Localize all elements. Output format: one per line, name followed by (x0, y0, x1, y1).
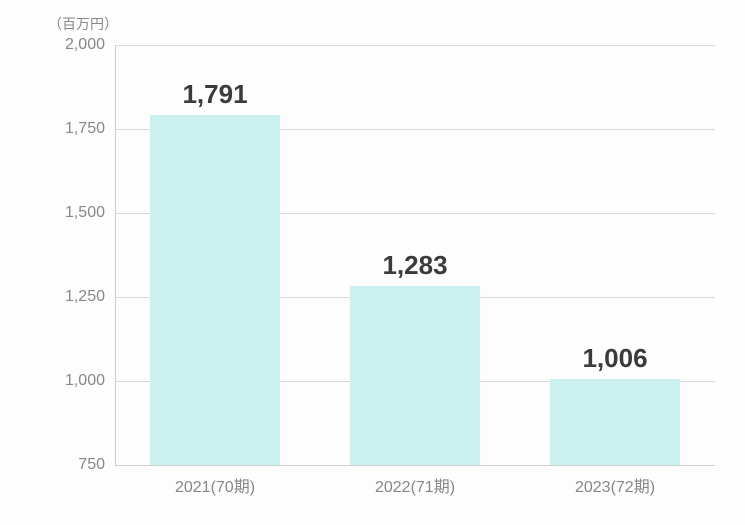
y-tick-label: 1,000 (65, 372, 105, 390)
bar-value-label: 1,791 (182, 79, 247, 110)
y-tick-label: 750 (78, 456, 105, 474)
y-tick-label: 1,250 (65, 288, 105, 306)
x-axis-line (115, 465, 715, 466)
y-tick-label: 1,750 (65, 120, 105, 138)
y-axis-line (115, 45, 116, 465)
x-tick-label: 2023(72期) (575, 473, 655, 497)
y-tick-label: 2,000 (65, 36, 105, 54)
bar (150, 115, 280, 465)
x-tick-label: 2022(71期) (375, 473, 455, 497)
unit-label: （百万円） (48, 14, 118, 34)
bar (350, 286, 480, 465)
bar-value-label: 1,283 (382, 250, 447, 281)
gridline (115, 45, 715, 46)
bar (550, 379, 680, 465)
bar-chart: （百万円） (0, 0, 745, 525)
y-tick-label: 1,500 (65, 204, 105, 222)
x-tick-label: 2021(70期) (175, 473, 255, 497)
bar-value-label: 1,006 (582, 343, 647, 374)
